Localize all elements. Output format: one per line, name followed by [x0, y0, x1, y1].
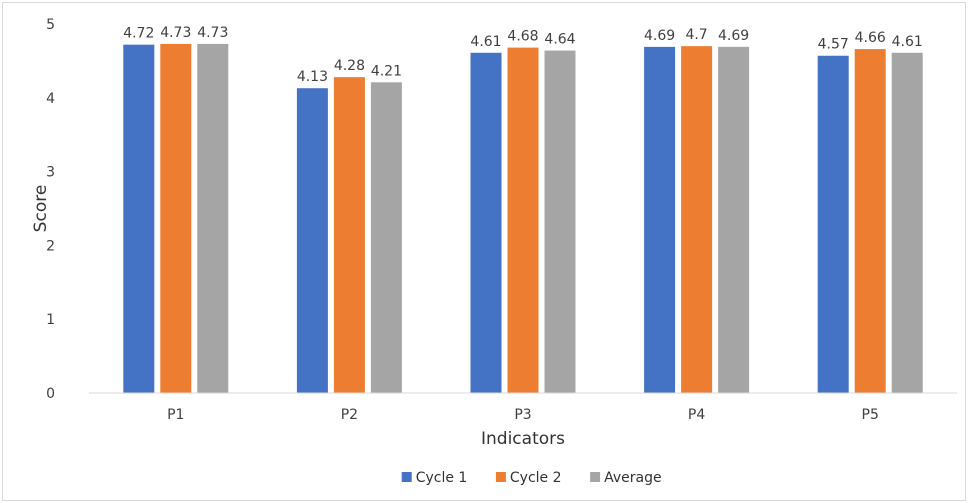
bar-cycle-1-p2: [296, 88, 328, 394]
bar-cycle-2-p2: [333, 77, 365, 394]
bar-cycle-1-p3: [470, 52, 502, 393]
y-tick-label: 1: [46, 312, 55, 328]
x-tick-label: P2: [341, 407, 358, 423]
bar-average-p3: [544, 50, 576, 394]
y-axis-ticks: 0 1 2 3 4 5: [46, 17, 55, 402]
legend-swatch-average: [590, 472, 601, 482]
data-label: 4.13: [297, 69, 328, 85]
bar-cycle-2-p4: [681, 46, 713, 393]
y-tick-label: 4: [46, 91, 55, 107]
x-axis-categories: P1 P2 P3 P4 P5: [167, 407, 879, 423]
y-axis-title: Score: [31, 185, 51, 233]
y-tick-label: 2: [46, 238, 55, 254]
bars: [123, 43, 923, 394]
data-label: 4.69: [644, 28, 675, 44]
y-tick-label: 5: [46, 17, 55, 33]
legend-label: Average: [604, 470, 662, 486]
bar-cycle-1-p4: [644, 46, 676, 394]
data-label: 4.73: [160, 25, 191, 41]
bar-average-p2: [370, 82, 402, 393]
legend-label: Cycle 2: [510, 470, 562, 486]
legend-swatch-cycle-2: [495, 472, 506, 482]
data-label: 4.72: [123, 26, 154, 42]
bar-average-p5: [891, 52, 923, 393]
data-label: 4.64: [544, 32, 575, 48]
bar-cycle-2-p1: [160, 43, 192, 394]
data-label: 4.7: [685, 27, 707, 43]
data-label: 4.21: [371, 63, 402, 79]
x-tick-label: P1: [167, 407, 184, 423]
data-label: 4.68: [507, 29, 538, 45]
legend-label: Cycle 1: [416, 470, 468, 486]
data-label: 4.69: [718, 28, 749, 44]
bar-average-p4: [718, 46, 750, 394]
x-axis-title: Indicators: [481, 429, 565, 449]
y-tick-label: 3: [46, 165, 55, 181]
legend: Cycle 1 Cycle 2 Average: [401, 470, 662, 486]
data-label: 4.28: [334, 58, 365, 74]
bar-cycle-1-p5: [817, 55, 849, 393]
bar-average-p1: [197, 43, 229, 394]
data-label: 4.73: [197, 25, 228, 41]
data-label: 4.57: [818, 37, 849, 53]
data-label: 4.61: [470, 34, 501, 50]
legend-swatch-cycle-1: [401, 472, 412, 482]
bar-cycle-2-p3: [507, 47, 539, 394]
y-tick-label: 0: [46, 386, 55, 402]
x-tick-label: P3: [514, 407, 531, 423]
data-labels: 4.72 4.73 4.73 4.13 4.28 4.21 4.61 4.68 4.64 4.69…: [123, 25, 923, 85]
x-tick-label: P4: [688, 407, 705, 423]
data-label: 4.66: [855, 30, 886, 46]
bar-cycle-2-p5: [854, 49, 886, 393]
data-label: 4.61: [892, 34, 923, 50]
bar-cycle-1-p1: [123, 44, 155, 393]
x-tick-label: P5: [862, 407, 879, 423]
